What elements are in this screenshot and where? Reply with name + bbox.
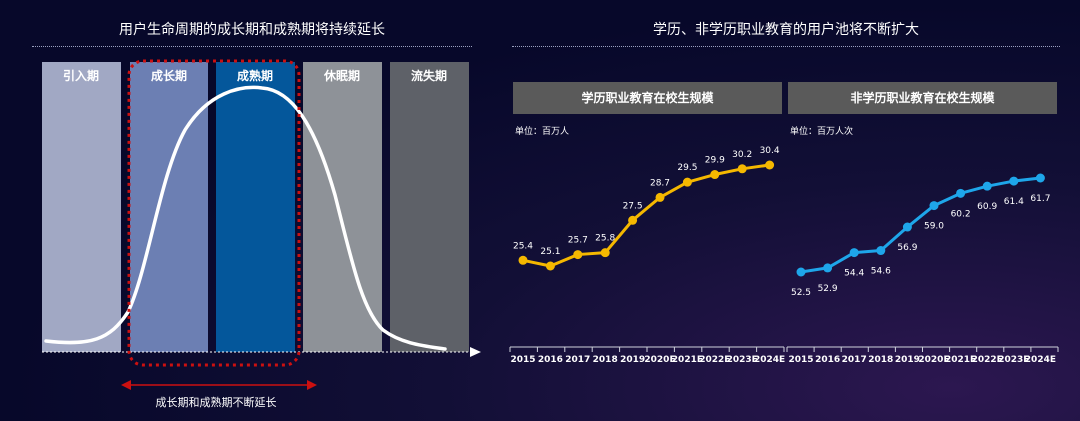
lifecycle-curve [44,85,447,351]
growth-maturity-highlight [127,59,301,367]
data-label: 25.4 [513,241,533,251]
axis-arrow-icon [470,347,481,357]
data-point [518,255,528,265]
data-label: 54.4 [844,269,864,279]
data-label: 25.7 [568,236,588,246]
data-point [956,188,966,198]
data-label: 61.4 [1004,197,1024,207]
data-label: 28.7 [650,178,670,188]
x-tick-label: 2018 [593,355,618,365]
chart-header-academic [513,82,782,114]
extension-note: 成长期和成熟期不断延长 [156,395,277,409]
data-point [823,263,833,273]
x-tick-label: 2016 [815,355,840,365]
x-tick-label: 2023E [727,355,758,365]
data-point [982,181,992,191]
chart-unit-non-academic: 单位：百万人次 [790,125,853,137]
stage-label-maturity: 成熟期 [237,68,273,83]
right-title-divider [512,46,1060,47]
data-point [628,215,638,225]
x-tick-label: 2021E [672,355,703,365]
data-label: 30.2 [732,150,752,160]
x-tick-label: 2019 [620,355,645,365]
x-tick-label: 2016 [538,355,563,365]
data-label: 25.8 [595,234,615,244]
left-title-divider [32,46,472,47]
chart-title-academic: 学历职业教育在校生规模 [581,90,714,105]
stage-column-churn [390,62,469,352]
x-tick-label: 2015 [510,355,535,365]
series-line-non-academic [800,176,1041,274]
data-label: 54.6 [871,267,891,277]
right-arrowhead-icon [307,380,317,390]
stage-label-dormant: 休眠期 [323,68,360,83]
data-label: 29.9 [705,156,725,166]
chart-unit-academic: 单位：百万人 [515,125,569,137]
data-point [849,248,859,258]
data-point [1009,176,1019,186]
stage-label-churn: 流失期 [411,68,447,83]
x-tick-label: 2023E [998,355,1029,365]
data-label: 27.5 [623,201,643,211]
data-label: 52.9 [818,284,838,294]
x-tick-label: 2022E [972,355,1003,365]
data-point [655,192,665,202]
right-panel-title: 学历、非学历职业教育的用户池将不断扩大 [653,22,919,38]
stage-column-dormant [303,62,382,352]
data-label: 59.0 [924,222,944,232]
data-point [737,164,747,174]
data-point [682,177,692,187]
stage-column-maturity [216,62,295,352]
data-point [600,248,610,258]
data-point [545,261,555,271]
lifecycle-diagram: 引入期 成长期 成熟期 休眠期 流失期 成长期和成熟期不断延长 [42,59,481,409]
stage-column-growth [130,62,208,352]
data-label: 61.7 [1030,194,1050,204]
data-point [765,160,775,170]
series-line-academic [522,163,770,268]
stage-label-growth: 成长期 [151,68,187,83]
x-tick-label: 2024E [754,355,785,365]
left-panel-title: 用户生命周期的成长期和成熟期将持续延长 [119,22,385,38]
chart-header-non-academic [788,82,1057,114]
x-tick-label: 2017 [565,355,590,365]
x-tick-label: 2020E [918,355,949,365]
data-label: 30.4 [760,146,780,156]
x-tick-label: 2017 [842,355,867,365]
data-label: 29.5 [677,163,697,173]
x-tick-label: 2024E [1025,355,1056,365]
data-point [710,170,720,180]
x-tick-label: 2018 [868,355,893,365]
data-point [929,201,939,211]
data-label: 60.9 [977,202,997,212]
data-point [876,246,886,256]
stage-column-intro [42,62,121,352]
data-point [796,267,806,277]
data-label: 52.5 [791,288,811,298]
x-tick-label: 2019 [895,355,920,365]
data-label: 60.2 [951,209,971,219]
data-point [573,250,583,260]
data-label: 25.1 [540,247,560,257]
x-tick-label: 2021E [945,355,976,365]
chart-title-non-academic: 非学历职业教育在校生规模 [850,90,995,105]
x-tick-label: 2020E [644,355,675,365]
stage-label-intro: 引入期 [63,68,99,83]
data-point [902,222,912,232]
x-tick-label: 2022E [699,355,730,365]
data-point [1035,173,1045,183]
data-label: 56.9 [897,243,917,253]
left-arrowhead-icon [121,380,131,390]
x-tick-label: 2015 [788,355,813,365]
